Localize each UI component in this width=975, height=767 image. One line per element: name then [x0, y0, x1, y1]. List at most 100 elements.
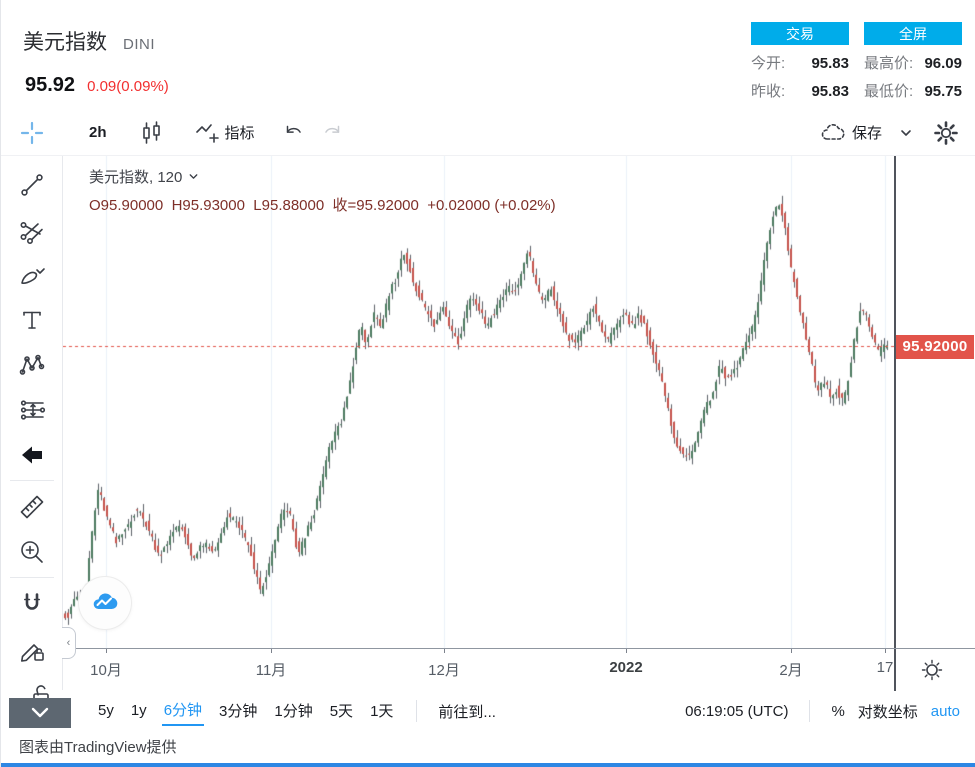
goto-date-button[interactable]: 前往到...	[438, 703, 496, 721]
range-1y-button[interactable]: 1y	[130, 701, 147, 719]
time-axis-tick	[791, 649, 792, 653]
drawing-tools-sidebar	[1, 156, 63, 690]
time-axis-label: 2月	[779, 662, 803, 679]
legend-chevron-down-icon[interactable]	[187, 170, 200, 183]
chart-toolbar: 2h 指标	[1, 110, 975, 156]
chevron-down-icon	[901, 129, 911, 136]
range-5d-button[interactable]: 5天	[329, 702, 354, 720]
sidebar-separator	[9, 577, 54, 578]
undo-button[interactable]	[281, 120, 307, 146]
save-menu-button[interactable]	[898, 125, 914, 141]
symbol-code: DINI	[123, 36, 155, 53]
chart-style-button[interactable]	[137, 119, 165, 147]
trend-line-icon	[20, 173, 43, 196]
divider	[809, 700, 811, 722]
current-price-label: 95.92000	[896, 334, 974, 359]
text-icon	[22, 311, 41, 329]
candlestick-canvas[interactable]	[63, 156, 894, 648]
magnet-tool-button[interactable]	[10, 581, 54, 626]
pattern-tool-button[interactable]	[10, 342, 54, 387]
axis-divider-line	[894, 649, 896, 691]
price-change: 0.09(0.09%)	[87, 78, 169, 95]
projection-icon	[20, 399, 45, 420]
indicators-label: 指标	[224, 125, 255, 142]
range-1min-button[interactable]: 1分钟	[274, 702, 313, 720]
log-scale-button[interactable]: 对数坐标	[857, 703, 918, 721]
arrow-tool-button[interactable]	[10, 432, 54, 477]
divider	[416, 700, 418, 722]
arrow-left-icon	[21, 446, 42, 463]
indicators-icon	[195, 123, 219, 143]
stat-open-label: 今开:	[751, 55, 786, 72]
ruler-tool-button[interactable]	[10, 484, 54, 529]
crosshair-icon	[20, 121, 44, 144]
scroll-down-button[interactable]	[9, 698, 71, 728]
save-button[interactable]: 保存	[818, 120, 882, 146]
range-3min-button[interactable]: 3分钟	[219, 702, 258, 720]
brush-tool-button[interactable]	[10, 252, 54, 297]
header: 美元指数 DINI 95.92 0.09(0.09%) 交易 全屏 今开: 95…	[1, 0, 975, 110]
stat-prev-close: 昨收: 95.83	[751, 80, 849, 101]
clock-utc[interactable]: 06:19:05 (UTC)	[685, 702, 789, 720]
zoom-in-tool-button[interactable]	[10, 529, 54, 574]
time-axis-label: 2022	[609, 659, 643, 676]
brush-icon	[20, 267, 45, 284]
save-label: 保存	[851, 125, 882, 142]
time-axis-tick	[885, 649, 886, 653]
ruler-icon	[20, 495, 43, 518]
page-title: 美元指数	[23, 31, 107, 54]
range-5y-button[interactable]: 5y	[98, 701, 114, 719]
fullscreen-button[interactable]: 全屏	[864, 22, 962, 45]
undo-icon	[286, 125, 301, 133]
stat-low-label: 最低价:	[864, 83, 914, 100]
auto-scale-button[interactable]: auto	[930, 702, 960, 720]
pitchfork-icon	[19, 221, 43, 244]
sun-icon	[921, 659, 943, 681]
bottom-toolbar: 5y 1y 6分钟 3分钟 1分钟 5天 1天 前往到... 06:19:05 …	[1, 690, 975, 732]
range-1d-button[interactable]: 1天	[370, 702, 394, 720]
indicators-button[interactable]: 指标	[193, 119, 255, 147]
stat-high-value: 96.09	[924, 55, 962, 72]
sidebar-separator	[9, 480, 54, 481]
axis-settings-button[interactable]	[919, 657, 945, 683]
chevron-down-icon	[31, 707, 49, 718]
cloud-save-icon	[821, 123, 845, 140]
legend-ohlc: O95.90000 H95.93000 L95.88000 收=95.92000…	[89, 197, 556, 214]
crosshair-mode-button[interactable]	[1, 119, 63, 147]
stat-high: 最高价: 96.09	[864, 52, 962, 73]
trend-line-tool-button[interactable]	[10, 162, 54, 207]
stat-open: 今开: 95.83	[751, 52, 849, 73]
sidebar-collapse-handle[interactable]: ‹	[62, 627, 76, 659]
time-axis-tick	[444, 649, 445, 653]
text-tool-button[interactable]	[10, 297, 54, 342]
redo-icon	[324, 125, 339, 133]
trade-button[interactable]: 交易	[751, 22, 849, 45]
price-axis[interactable]	[894, 156, 975, 690]
drawing-lock-tool-button[interactable]	[10, 626, 54, 671]
projection-tool-button[interactable]	[10, 387, 54, 432]
stat-high-label: 最高价:	[864, 55, 914, 72]
time-axis-tick	[626, 649, 627, 653]
time-axis-label: 11月	[255, 662, 287, 679]
price-row: 95.92 0.09(0.09%)	[25, 74, 169, 97]
xabcd-pattern-icon	[19, 354, 44, 375]
pencil-lock-icon	[20, 643, 44, 662]
symbol-title-row: 美元指数 DINI	[23, 26, 155, 56]
chart-settings-button[interactable]	[932, 119, 960, 147]
time-axis-tick	[106, 649, 107, 653]
bottom-accent-strip	[1, 763, 975, 767]
interval-label: 2h	[89, 124, 107, 141]
time-axis[interactable]: 10月 11月 12月 2022 2月 17	[63, 648, 975, 691]
range-6min-button[interactable]: 6分钟	[161, 697, 205, 726]
time-axis-label: 10月	[90, 662, 122, 679]
time-axis-label: 12月	[428, 662, 460, 679]
gear-icon	[934, 120, 958, 145]
percent-scale-button[interactable]: %	[831, 702, 845, 720]
pitchfork-tool-button[interactable]	[10, 207, 54, 252]
redo-button[interactable]	[319, 120, 345, 146]
interval-button[interactable]: 2h	[89, 124, 107, 141]
time-axis-label: 17	[876, 659, 894, 676]
chart-pane: 美元指数, 120 O95.90000 H95.93000 L95.88000 …	[63, 156, 894, 648]
candlestick-style-icon	[142, 120, 160, 144]
